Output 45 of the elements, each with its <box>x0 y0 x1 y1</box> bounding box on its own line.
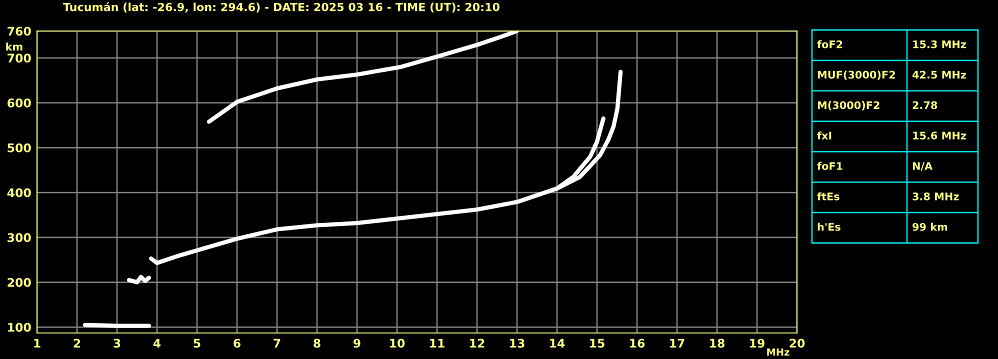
text: M(3000)F2 <box>818 101 880 110</box>
x-tick-label: 12 <box>470 338 484 348</box>
x-tick-label: 5 <box>194 338 200 348</box>
text: N/A <box>912 162 933 171</box>
text: 99 km <box>912 222 948 231</box>
y-tick-label: 100 <box>8 322 31 332</box>
text: 15.6 MHz <box>913 132 966 140</box>
y-tick-label: 600 <box>8 98 31 108</box>
x-tick-label: 20 <box>790 338 805 348</box>
text: h'Es <box>818 222 840 231</box>
x-tick-label: 19 <box>750 338 764 348</box>
x-tick-label: 6 <box>234 338 240 348</box>
text: MUF(3000)F2 <box>818 70 895 80</box>
text: fxI <box>817 131 832 140</box>
x-tick-label: 3 <box>114 338 120 348</box>
text: 42.5 MHz <box>912 70 966 79</box>
y-tick-label: 200 <box>8 278 31 287</box>
y-tick-label: 400 <box>7 188 31 198</box>
text: 2.78 <box>912 101 938 110</box>
text: ftEs <box>817 192 840 200</box>
y-tick-label: 300 <box>8 233 31 242</box>
chart-title: Tucumán (lat: -26.9, lon: 294.6) - DATE: 2025 03 16 - TIME (UT): 20:10 <box>63 2 500 13</box>
text: foF2 <box>817 40 842 48</box>
x-tick-label: 2 <box>74 338 80 348</box>
y-axis-title: km <box>6 42 22 50</box>
x-tick-label: 16 <box>630 338 645 348</box>
y-tick-label: 760 <box>8 26 31 36</box>
x-tick-label: 1 <box>34 338 40 348</box>
x-axis-title: MHz <box>767 348 790 356</box>
x-tick-label: 4 <box>153 338 161 348</box>
text: foF1 <box>817 162 842 170</box>
x-tick-label: 11 <box>430 338 444 348</box>
y-tick-label: 700 <box>8 54 31 63</box>
text: 15.3 MHz <box>913 40 966 48</box>
x-tick-label: 8 <box>314 338 320 348</box>
x-tick-label: 18 <box>710 338 724 348</box>
y-tick-label: 500 <box>8 143 31 152</box>
x-tick-label: 9 <box>354 338 360 348</box>
x-tick-label: 17 <box>670 338 684 348</box>
text: 3.8 MHz <box>912 192 959 200</box>
x-tick-label: 7 <box>274 338 280 348</box>
x-tick-label: 10 <box>390 338 405 348</box>
x-tick-label: 15 <box>590 338 604 348</box>
x-tick-label: 13 <box>510 338 524 348</box>
x-tick-label: 14 <box>550 338 565 348</box>
